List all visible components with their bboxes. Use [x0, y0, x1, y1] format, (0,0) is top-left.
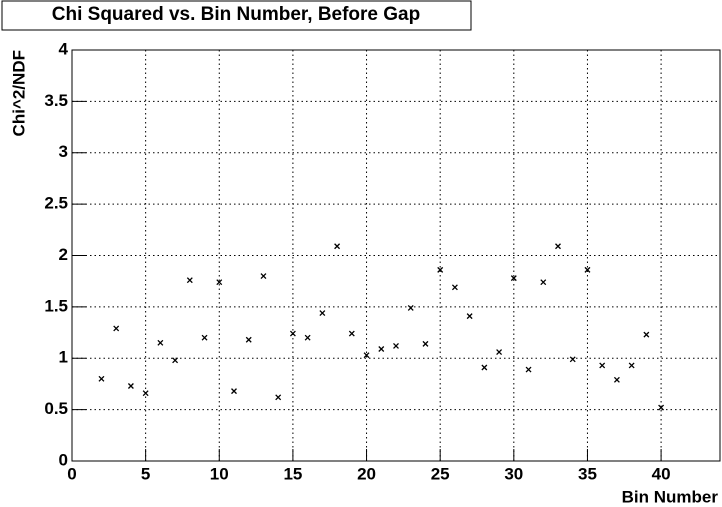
y-tick-label: 0.5: [44, 399, 68, 418]
data-point: [319, 310, 326, 316]
data-point: [540, 279, 547, 286]
data-point: [231, 388, 237, 395]
data-point: [481, 364, 488, 371]
data-point: [451, 284, 458, 291]
data-point: [437, 266, 444, 273]
x-tick-label: 30: [504, 464, 523, 483]
x-tick-label: 0: [67, 464, 76, 483]
data-point: [569, 356, 576, 363]
data-point: [496, 349, 503, 356]
data-point: [407, 304, 414, 311]
data-point: [186, 277, 193, 284]
data-point: [643, 331, 650, 338]
x-tick-label: 15: [283, 464, 302, 483]
x-tick-label: 5: [141, 464, 150, 483]
data-point: [613, 376, 620, 383]
data-point: [348, 330, 355, 337]
data-point: [422, 340, 429, 347]
data-point: [584, 266, 591, 273]
data-point: [378, 346, 385, 352]
data-point: [525, 366, 532, 373]
data-point: [142, 390, 149, 397]
data-point: [275, 394, 282, 401]
x-tick-label: 40: [652, 464, 671, 483]
y-tick-label: 4: [59, 39, 69, 58]
data-point: [658, 404, 665, 411]
y-tick-label: 1.5: [44, 296, 68, 315]
data-point: [363, 352, 370, 359]
data-point: [172, 357, 179, 364]
x-tick-label: 10: [210, 464, 229, 483]
data-point: [127, 383, 134, 389]
y-axis-label: Chi^2/NDF: [9, 50, 28, 136]
data-point: [555, 243, 561, 250]
data-point: [304, 334, 311, 341]
data-point: [289, 330, 296, 337]
y-tick-label: 3.5: [44, 91, 68, 110]
chart-title: Chi Squared vs. Bin Number, Before Gap: [52, 4, 420, 25]
data-point: [245, 336, 252, 343]
x-tick-label: 20: [357, 464, 376, 483]
data-point: [113, 325, 120, 332]
y-tick-label: 3: [59, 142, 68, 161]
data-point: [393, 342, 399, 349]
x-axis-label: Bin Number: [622, 487, 719, 506]
data-point: [216, 279, 223, 286]
data-point: [334, 243, 341, 250]
y-tick-label: 2.5: [44, 194, 68, 213]
data-point: [201, 334, 208, 341]
data-point: [510, 275, 517, 282]
data-point: [157, 339, 164, 346]
data-point: [98, 375, 105, 382]
y-tick-label: 1: [59, 348, 68, 367]
title-box: [1, 0, 472, 31]
y-tick-label: 2: [59, 245, 68, 264]
data-point: [628, 362, 635, 369]
y-tick-label: 0: [59, 450, 68, 469]
data-point: [599, 362, 606, 369]
x-tick-label: 25: [431, 464, 450, 483]
x-tick-label: 35: [578, 464, 597, 483]
data-point: [260, 273, 267, 280]
data-point: [466, 313, 473, 320]
